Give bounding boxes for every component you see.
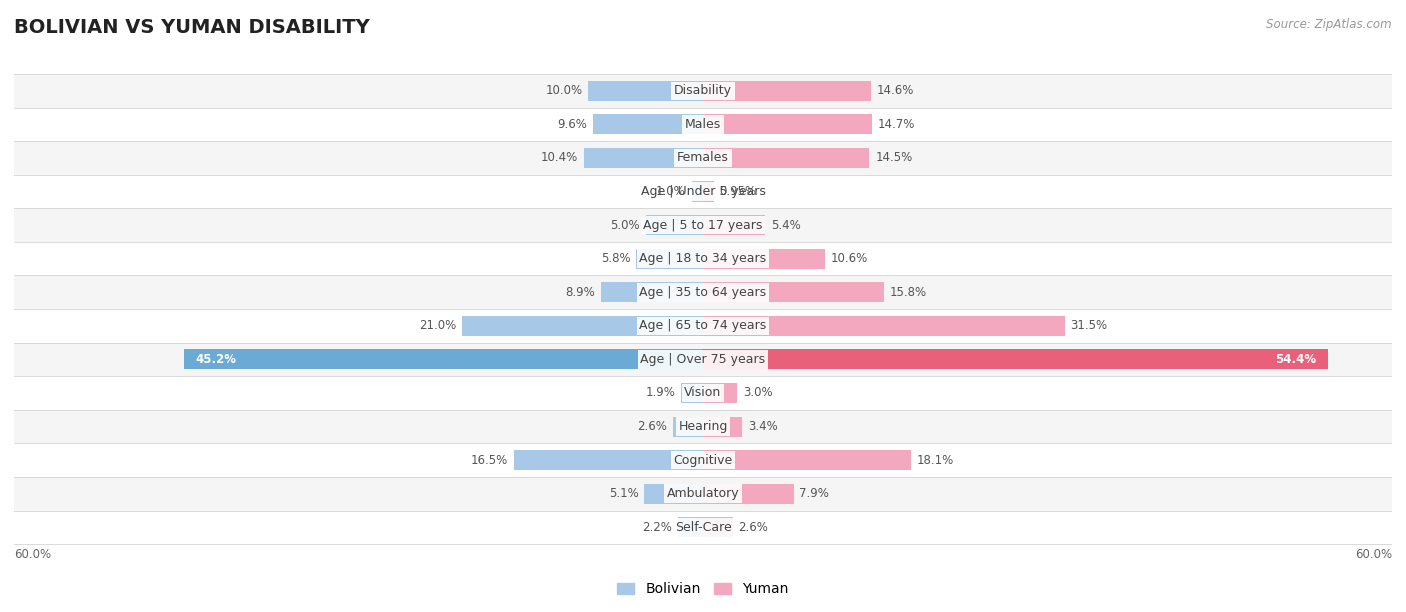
Bar <box>14 208 1392 242</box>
Text: Disability: Disability <box>673 84 733 97</box>
Bar <box>703 114 872 135</box>
Text: 60.0%: 60.0% <box>1355 548 1392 561</box>
Bar <box>673 417 703 436</box>
Bar <box>14 477 1392 510</box>
Text: 60.0%: 60.0% <box>14 548 51 561</box>
Bar <box>14 141 1392 175</box>
Bar <box>703 282 884 302</box>
Bar <box>184 349 703 370</box>
Text: Hearing: Hearing <box>678 420 728 433</box>
Bar <box>703 349 1327 370</box>
Text: Source: ZipAtlas.com: Source: ZipAtlas.com <box>1267 18 1392 31</box>
Legend: Bolivian, Yuman: Bolivian, Yuman <box>612 577 794 602</box>
Text: 14.5%: 14.5% <box>875 152 912 165</box>
Bar <box>703 215 765 235</box>
Text: Age | Over 75 years: Age | Over 75 years <box>641 353 765 366</box>
Bar <box>703 383 738 403</box>
Text: 9.6%: 9.6% <box>557 118 588 131</box>
Bar <box>681 383 703 403</box>
Text: Ambulatory: Ambulatory <box>666 487 740 500</box>
Bar <box>644 483 703 504</box>
Bar <box>14 175 1392 208</box>
Text: 7.9%: 7.9% <box>800 487 830 500</box>
Text: 54.4%: 54.4% <box>1275 353 1316 366</box>
Bar <box>703 483 794 504</box>
Bar <box>600 282 703 302</box>
Text: 14.6%: 14.6% <box>876 84 914 97</box>
Bar <box>588 81 703 101</box>
Bar <box>703 148 869 168</box>
Text: 21.0%: 21.0% <box>419 319 456 332</box>
Text: 14.7%: 14.7% <box>877 118 915 131</box>
Text: Self-Care: Self-Care <box>675 521 731 534</box>
Text: Age | 18 to 34 years: Age | 18 to 34 years <box>640 252 766 265</box>
Bar <box>703 81 870 101</box>
Text: 1.9%: 1.9% <box>645 387 675 400</box>
Bar <box>14 275 1392 309</box>
Text: 2.2%: 2.2% <box>643 521 672 534</box>
Text: 1.0%: 1.0% <box>657 185 686 198</box>
Bar <box>14 242 1392 275</box>
Bar <box>593 114 703 135</box>
Bar <box>14 74 1392 108</box>
Text: BOLIVIAN VS YUMAN DISABILITY: BOLIVIAN VS YUMAN DISABILITY <box>14 18 370 37</box>
Bar <box>703 450 911 470</box>
Bar <box>14 343 1392 376</box>
Bar <box>637 248 703 269</box>
Text: Age | 35 to 64 years: Age | 35 to 64 years <box>640 286 766 299</box>
Text: Vision: Vision <box>685 387 721 400</box>
Bar <box>14 510 1392 544</box>
Bar <box>14 443 1392 477</box>
Bar <box>513 450 703 470</box>
Text: 3.0%: 3.0% <box>744 387 773 400</box>
Text: Age | 65 to 74 years: Age | 65 to 74 years <box>640 319 766 332</box>
Bar <box>14 410 1392 443</box>
Text: 16.5%: 16.5% <box>471 453 508 466</box>
Bar <box>645 215 703 235</box>
Text: 5.4%: 5.4% <box>770 218 800 231</box>
Bar <box>14 376 1392 410</box>
Bar <box>461 316 703 336</box>
Text: 3.4%: 3.4% <box>748 420 778 433</box>
Bar <box>703 417 742 436</box>
Bar <box>678 517 703 537</box>
Text: 2.6%: 2.6% <box>637 420 668 433</box>
Bar <box>692 182 703 201</box>
Bar <box>703 517 733 537</box>
Text: 10.6%: 10.6% <box>831 252 868 265</box>
Text: 5.1%: 5.1% <box>609 487 638 500</box>
Text: Age | Under 5 years: Age | Under 5 years <box>641 185 765 198</box>
Text: 10.0%: 10.0% <box>546 84 582 97</box>
Bar <box>703 182 714 201</box>
Text: Age | 5 to 17 years: Age | 5 to 17 years <box>644 218 762 231</box>
Text: 8.9%: 8.9% <box>565 286 595 299</box>
Bar <box>703 316 1064 336</box>
Bar <box>14 309 1392 343</box>
Text: 45.2%: 45.2% <box>195 353 236 366</box>
Text: 18.1%: 18.1% <box>917 453 953 466</box>
Bar <box>703 248 825 269</box>
Text: 0.95%: 0.95% <box>720 185 756 198</box>
Text: Cognitive: Cognitive <box>673 453 733 466</box>
Text: 15.8%: 15.8% <box>890 286 928 299</box>
Text: 31.5%: 31.5% <box>1070 319 1108 332</box>
Bar <box>583 148 703 168</box>
Text: 5.0%: 5.0% <box>610 218 640 231</box>
Bar <box>14 108 1392 141</box>
Text: 2.6%: 2.6% <box>738 521 769 534</box>
Text: Females: Females <box>678 152 728 165</box>
Text: 5.8%: 5.8% <box>600 252 631 265</box>
Text: 10.4%: 10.4% <box>540 152 578 165</box>
Text: Males: Males <box>685 118 721 131</box>
